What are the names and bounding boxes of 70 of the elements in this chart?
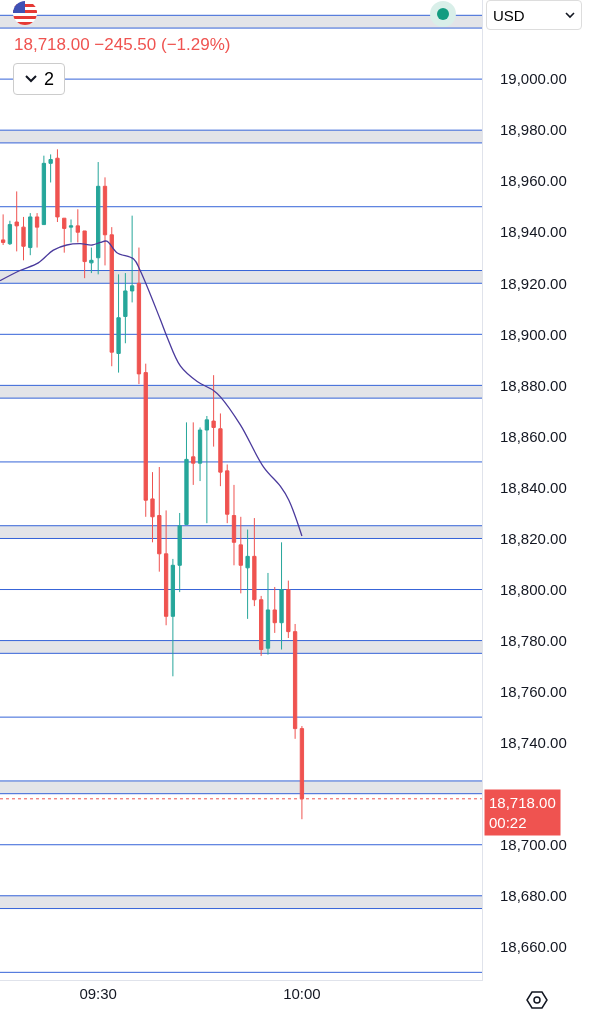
candlestick (231, 484, 237, 566)
candlestick (96, 161, 101, 275)
y-tick-label: 18,960.00 (500, 172, 567, 190)
candlestick (252, 517, 257, 607)
y-tick-label: 18,940.00 (500, 223, 567, 241)
candlestick (7, 220, 13, 246)
candlestick (14, 190, 19, 252)
y-tick-label: 18,680.00 (500, 887, 567, 905)
candlestick (218, 412, 223, 487)
candlestick (21, 216, 26, 261)
candlestick (0, 213, 6, 246)
candlestick (136, 247, 142, 385)
candlestick (177, 512, 182, 593)
y-tick-label: 18,900.00 (500, 325, 567, 343)
candlestick (245, 529, 250, 620)
y-tick-label: 18,920.00 (500, 274, 567, 292)
y-tick-label: 18,780.00 (500, 631, 567, 649)
line-series (0, 240, 303, 537)
y-tick-label: 18,880.00 (500, 376, 567, 394)
y-tick-label: 18,740.00 (500, 733, 567, 751)
candlestick (89, 247, 94, 274)
y-tick-label: 18,800.00 (500, 580, 567, 598)
text: 00:22 (489, 813, 527, 831)
candlestick (28, 212, 33, 256)
candlestick (211, 374, 216, 448)
candlestick (272, 586, 277, 634)
text: USD (493, 6, 525, 24)
candlestick (143, 363, 148, 518)
y-tick-label: 18,820.00 (500, 529, 567, 547)
candlestick (238, 516, 243, 594)
candlestick (170, 558, 176, 677)
candlestick (41, 155, 47, 226)
y-tick-label: 18,760.00 (500, 682, 567, 700)
candlestick (150, 471, 155, 543)
candlestick (68, 218, 74, 243)
candlestick (279, 541, 284, 651)
candlestick (48, 153, 53, 183)
candlestick (286, 580, 291, 639)
candlestick (157, 466, 162, 573)
candlestick (62, 217, 67, 254)
candlestick (102, 176, 108, 266)
candlestick (299, 725, 305, 820)
candlestick (109, 226, 114, 367)
x-tick-label: 10:00 (283, 985, 321, 1002)
candlestick (225, 463, 230, 524)
candlestick (123, 272, 128, 344)
candlestick (116, 273, 121, 374)
text: 18,718.00 −245.50 (−1.29%) (12, 35, 233, 55)
annotation: 2 (43, 68, 54, 90)
candlestick (259, 595, 264, 657)
y-tick-label: 18,980.00 (500, 121, 567, 139)
y-tick-label: 18,660.00 (500, 938, 567, 956)
candlestick (34, 212, 40, 249)
y-tick-label: 18,840.00 (500, 478, 567, 496)
candlestick (163, 509, 169, 626)
candlestick (197, 426, 203, 482)
candlestick (184, 421, 189, 525)
candlestick (191, 421, 196, 486)
candlestick (292, 623, 298, 740)
candlestick (75, 208, 80, 243)
y-tick-label: 18,860.00 (500, 427, 567, 445)
candlestick (129, 215, 135, 303)
candlestick (82, 230, 87, 279)
x-tick-label: 09:30 (79, 985, 117, 1002)
candlestick (55, 148, 60, 223)
y-tick-label: 19,000.00 (500, 70, 567, 88)
ref-line-label: 18,718.00 (489, 794, 556, 811)
candlestick (204, 415, 210, 524)
y-tick-label: 18,700.00 (500, 835, 567, 853)
candlestick (265, 572, 271, 656)
